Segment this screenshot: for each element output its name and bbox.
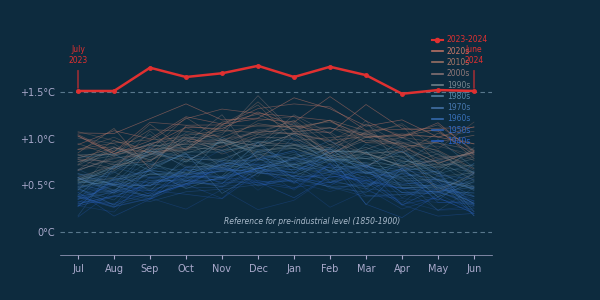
Text: June
2024: June 2024 xyxy=(464,46,484,88)
Legend: 2023-2024, 2020s, 2010s, 2000s, 1990s, 1980s, 1970s, 1960s, 1950s, 1940s: 2023-2024, 2020s, 2010s, 2000s, 1990s, 1… xyxy=(431,35,488,146)
Text: July
2023: July 2023 xyxy=(68,46,88,88)
Text: Reference for pre-industrial level (1850-1900): Reference for pre-industrial level (1850… xyxy=(224,217,400,226)
